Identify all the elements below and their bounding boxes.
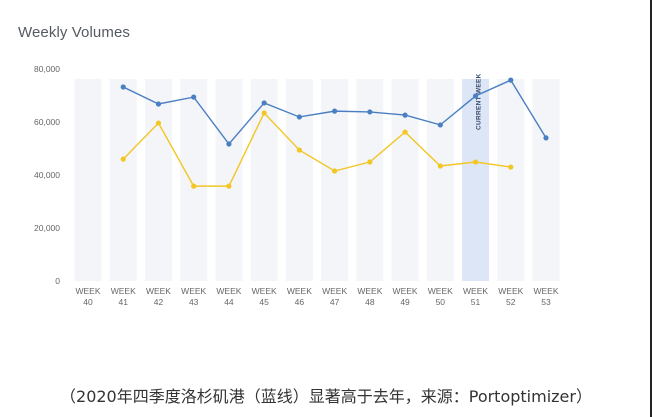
x-tick-label: WEEK [393,286,418,296]
week-band [532,79,560,281]
x-tick-label: WEEK [252,286,277,296]
data-point [508,164,514,170]
x-tick-label: 47 [330,297,340,307]
data-point [296,114,302,120]
data-point [332,108,338,114]
week-band [250,79,278,281]
data-point [155,120,162,126]
week-band [180,79,208,281]
y-tick-label: 60,000 [34,117,60,127]
x-tick-label: 41 [118,297,128,307]
x-tick-label: 42 [154,297,164,307]
data-point [226,141,232,147]
data-point [332,168,338,174]
x-tick-label: 40 [83,297,93,307]
data-point [155,101,162,107]
week-band [285,79,313,281]
x-tick-label: WEEK [111,286,136,296]
column-bands [74,79,560,281]
data-point [367,159,373,165]
x-tick-label: WEEK [75,286,100,296]
x-tick-label: WEEK [146,286,171,296]
x-tick-label: WEEK [498,286,523,296]
x-tick-label: WEEK [533,286,558,296]
series-line [122,111,511,187]
week-band [109,79,137,281]
svg-text:CURRENT WEEK: CURRENT WEEK [476,73,483,130]
data-point [120,84,126,90]
x-tick-label: 45 [259,297,269,307]
data-point [191,94,197,100]
data-point [367,109,373,115]
week-band [391,79,419,281]
x-tick-label: 43 [189,297,199,307]
series-lines [120,77,549,189]
y-tick-label: 80,000 [34,64,60,74]
right-border [650,0,652,417]
data-point [472,93,479,99]
x-tick-label: WEEK [181,286,206,296]
data-point [437,122,443,128]
week-band [144,79,172,281]
current-week-label: CURRENT WEEK [476,73,483,130]
data-point [191,183,197,189]
x-tick-label: 48 [365,297,375,307]
x-tick-label: 49 [400,297,410,307]
x-axis: WEEK40WEEK41WEEK42WEEK43WEEK44WEEK45WEEK… [75,286,558,307]
figure-caption: （2020年四季度洛杉矶港（蓝线）显著高于去年，来源：Portoptimizer… [60,387,592,406]
y-tick-label: 0 [55,276,60,286]
x-tick-label: 52 [506,297,516,307]
x-tick-label: 50 [436,297,446,307]
x-tick-label: WEEK [216,286,241,296]
y-tick-label: 20,000 [34,223,60,233]
week-band [497,79,525,281]
x-tick-label: WEEK [357,286,382,296]
x-tick-label: 44 [224,297,234,307]
week-band [426,79,454,281]
y-tick-label: 40,000 [34,170,60,180]
week-band [74,79,102,281]
x-tick-label: 46 [295,297,305,307]
data-point [437,163,443,169]
data-point [261,100,267,106]
y-axis: 0 20,000 40,000 60,000 80,000 [34,64,60,286]
x-tick-label: WEEK [287,286,312,296]
week-band [356,79,384,281]
data-point [402,112,408,118]
data-point [402,129,408,135]
data-point [543,135,549,141]
week-band [215,79,243,281]
data-point [120,156,126,162]
data-point [508,77,514,83]
data-point [261,110,267,116]
data-point [296,147,302,153]
data-point [226,183,232,189]
chart-title: Weekly Volumes [18,24,131,41]
x-tick-label: 51 [471,297,481,307]
x-tick-label: WEEK [428,286,453,296]
data-point [472,159,479,165]
x-tick-label: WEEK [322,286,347,296]
x-tick-label: WEEK [463,286,488,296]
x-tick-label: 53 [541,297,551,307]
current-week-band [462,79,490,281]
